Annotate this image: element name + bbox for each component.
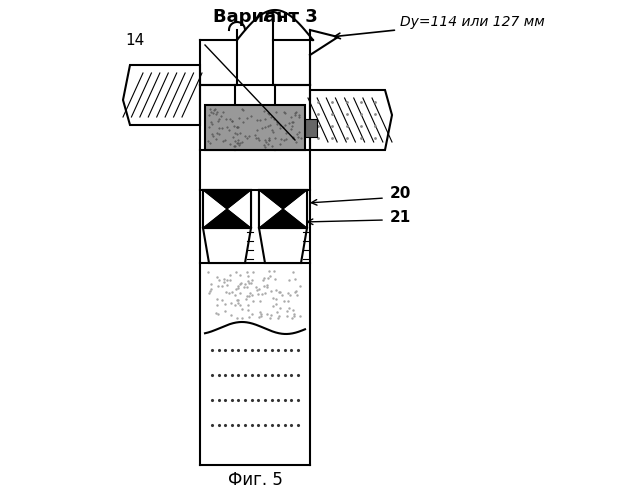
Polygon shape: [123, 65, 200, 125]
Text: Dy=114 или 127 мм: Dy=114 или 127 мм: [335, 15, 545, 38]
Polygon shape: [227, 190, 251, 228]
Bar: [259, 190, 307, 228]
Text: 21: 21: [390, 210, 411, 225]
Polygon shape: [203, 190, 227, 228]
Bar: [305, 118, 317, 136]
Text: 14: 14: [125, 33, 145, 48]
Bar: [203, 190, 251, 228]
Polygon shape: [283, 190, 307, 228]
Polygon shape: [310, 90, 392, 150]
Bar: [203, 190, 251, 228]
Bar: [259, 190, 307, 228]
Text: Фиг. 5: Фиг. 5: [227, 471, 282, 489]
Polygon shape: [259, 190, 283, 228]
Text: Вариант 3: Вариант 3: [213, 8, 318, 26]
Bar: [205, 105, 305, 150]
Text: 20: 20: [390, 186, 411, 201]
Polygon shape: [259, 228, 307, 263]
Polygon shape: [203, 228, 251, 263]
